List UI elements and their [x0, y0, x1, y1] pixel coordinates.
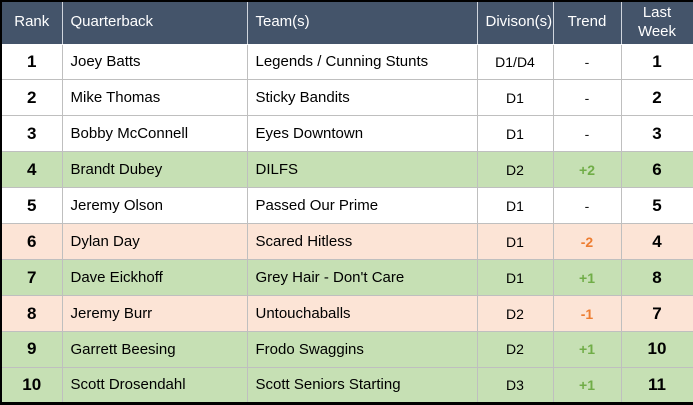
table-row[interactable]: 5 Jeremy Olson Passed Our Prime D1 - 5	[0, 187, 693, 225]
trend-cell[interactable]: +1	[552, 331, 622, 368]
rank-cell[interactable]: 8	[0, 295, 63, 332]
quarterback-cell[interactable]: Mike Thomas	[61, 79, 248, 117]
table-row[interactable]: 10 Scott Drosendahl Scott Seniors Starti…	[0, 366, 693, 405]
table-row[interactable]: 6 Dylan Day Scared Hitless D1 -2 4	[0, 223, 693, 261]
teams-cell[interactable]: DILFS	[246, 151, 478, 189]
trend-cell[interactable]: -	[552, 115, 622, 153]
last-week-cell[interactable]: 2	[620, 79, 693, 117]
divisions-cell[interactable]: D2	[476, 151, 554, 189]
quarterback-cell[interactable]: Scott Drosendahl	[61, 366, 248, 405]
rank-cell[interactable]: 3	[0, 115, 63, 153]
divisions-cell[interactable]: D1	[476, 259, 554, 297]
header-row: Rank Quarterback Team(s) Divison(s) Tren…	[1, 1, 693, 45]
divisions-cell[interactable]: D1	[476, 115, 554, 153]
last-week-cell[interactable]: 11	[620, 366, 693, 405]
last-week-cell[interactable]: 6	[620, 151, 693, 189]
divisions-cell[interactable]: D1	[476, 79, 554, 117]
column-header-divisions[interactable]: Divison(s)	[477, 1, 554, 45]
rank-cell[interactable]: 6	[0, 223, 63, 261]
table-row[interactable]: 9 Garrett Beesing Frodo Swaggins D2 +1 1…	[0, 331, 693, 368]
trend-cell[interactable]: -2	[552, 223, 622, 261]
rank-cell[interactable]: 9	[0, 331, 63, 368]
quarterback-cell[interactable]: Dave Eickhoff	[61, 259, 248, 297]
trend-cell[interactable]: -	[552, 79, 622, 117]
table-row[interactable]: 2 Mike Thomas Sticky Bandits D1 - 2	[0, 79, 693, 117]
teams-cell[interactable]: Untouchaballs	[246, 295, 478, 332]
quarterback-cell[interactable]: Joey Batts	[61, 43, 248, 81]
trend-cell[interactable]: +1	[552, 259, 622, 297]
last-week-cell[interactable]: 10	[620, 331, 693, 368]
last-week-cell[interactable]: 4	[620, 223, 693, 261]
rank-cell[interactable]: 2	[0, 79, 63, 117]
trend-cell[interactable]: +2	[552, 151, 622, 189]
teams-cell[interactable]: Sticky Bandits	[246, 79, 478, 117]
quarterback-cell[interactable]: Bobby McConnell	[61, 115, 248, 153]
divisions-cell[interactable]: D1	[476, 187, 554, 225]
trend-cell[interactable]: -1	[552, 295, 622, 332]
table-row[interactable]: 8 Jeremy Burr Untouchaballs D2 -1 7	[0, 295, 693, 332]
last-week-cell[interactable]: 3	[620, 115, 693, 153]
quarterback-cell[interactable]: Jeremy Burr	[61, 295, 248, 332]
quarterback-cell[interactable]: Jeremy Olson	[61, 187, 248, 225]
last-week-cell[interactable]: 7	[620, 295, 693, 332]
quarterback-cell[interactable]: Brandt Dubey	[61, 151, 248, 189]
teams-cell[interactable]: Passed Our Prime	[246, 187, 478, 225]
trend-cell[interactable]: +1	[552, 366, 622, 405]
table-row[interactable]: 1 Joey Batts Legends / Cunning Stunts D1…	[0, 43, 693, 81]
rank-cell[interactable]: 5	[0, 187, 63, 225]
divisions-cell[interactable]: D3	[476, 366, 554, 405]
rank-cell[interactable]: 10	[0, 366, 63, 405]
quarterback-cell[interactable]: Dylan Day	[61, 223, 248, 261]
teams-cell[interactable]: Legends / Cunning Stunts	[246, 43, 478, 81]
quarterback-cell[interactable]: Garrett Beesing	[61, 331, 248, 368]
trend-cell[interactable]: -	[552, 187, 622, 225]
column-header-teams[interactable]: Team(s)	[247, 1, 478, 45]
last-week-cell[interactable]: 8	[620, 259, 693, 297]
teams-cell[interactable]: Grey Hair - Don't Care	[246, 259, 478, 297]
teams-cell[interactable]: Eyes Downtown	[246, 115, 478, 153]
teams-cell[interactable]: Scott Seniors Starting	[246, 366, 478, 405]
divisions-cell[interactable]: D1	[476, 223, 554, 261]
last-week-cell[interactable]: 5	[620, 187, 693, 225]
table-row[interactable]: 7 Dave Eickhoff Grey Hair - Don't Care D…	[0, 259, 693, 297]
rank-cell[interactable]: 4	[0, 151, 63, 189]
teams-cell[interactable]: Frodo Swaggins	[246, 331, 478, 368]
table-row[interactable]: 3 Bobby McConnell Eyes Downtown D1 - 3	[0, 115, 693, 153]
table-row[interactable]: 4 Brandt Dubey DILFS D2 +2 6	[0, 151, 693, 189]
rank-cell[interactable]: 7	[0, 259, 63, 297]
divisions-cell[interactable]: D1/D4	[476, 43, 554, 81]
column-header-rank[interactable]: Rank	[1, 1, 63, 45]
divisions-cell[interactable]: D2	[476, 295, 554, 332]
teams-cell[interactable]: Scared Hitless	[246, 223, 478, 261]
last-week-cell[interactable]: 1	[620, 43, 693, 81]
trend-cell[interactable]: -	[552, 43, 622, 81]
column-header-last-week[interactable]: Last Week	[621, 1, 693, 45]
table-header: Rank Quarterback Team(s) Divison(s) Tren…	[1, 1, 693, 45]
rank-cell[interactable]: 1	[0, 43, 63, 81]
column-header-quarterback[interactable]: Quarterback	[62, 1, 248, 45]
table-body: 1 Joey Batts Legends / Cunning Stunts D1…	[0, 43, 693, 405]
column-header-trend[interactable]: Trend	[553, 1, 622, 45]
divisions-cell[interactable]: D2	[476, 331, 554, 368]
